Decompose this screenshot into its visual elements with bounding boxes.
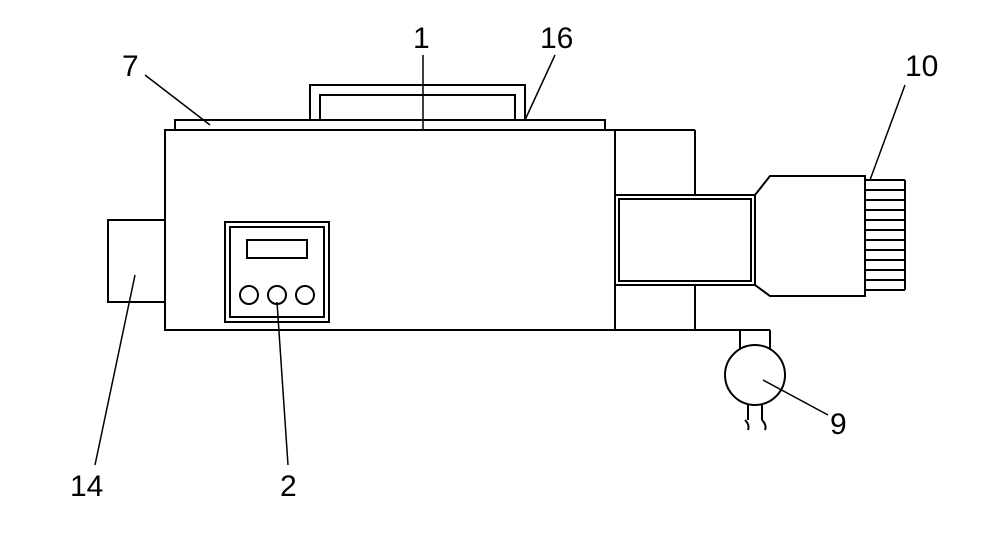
top-panel xyxy=(175,120,605,130)
label-9: 9 xyxy=(830,408,847,442)
diagram-svg xyxy=(0,0,1000,528)
main-body xyxy=(165,130,615,330)
ball-break xyxy=(745,420,766,430)
label-16: 16 xyxy=(540,22,573,56)
leader-9 xyxy=(763,380,828,415)
barrel-inner xyxy=(619,199,751,281)
nozzle-body xyxy=(755,176,865,296)
button-2 xyxy=(268,286,286,304)
label-7: 7 xyxy=(122,50,139,84)
label-2: 2 xyxy=(280,470,297,504)
leader-10 xyxy=(870,85,905,180)
barrel-outer xyxy=(615,195,755,285)
handle-inner xyxy=(320,95,515,120)
leader-14 xyxy=(95,275,135,465)
handle-outer xyxy=(310,85,525,120)
label-10: 10 xyxy=(905,50,938,84)
leader-2 xyxy=(277,302,288,465)
technical-diagram: 1 2 7 9 10 14 16 xyxy=(0,0,1000,528)
button-1 xyxy=(240,286,258,304)
label-1: 1 xyxy=(413,22,430,56)
leader-7 xyxy=(145,75,210,125)
output-ball xyxy=(725,345,785,405)
label-14: 14 xyxy=(70,470,103,504)
button-3 xyxy=(296,286,314,304)
display-window xyxy=(247,240,307,258)
left-block xyxy=(108,220,165,302)
leader-16 xyxy=(525,55,555,120)
